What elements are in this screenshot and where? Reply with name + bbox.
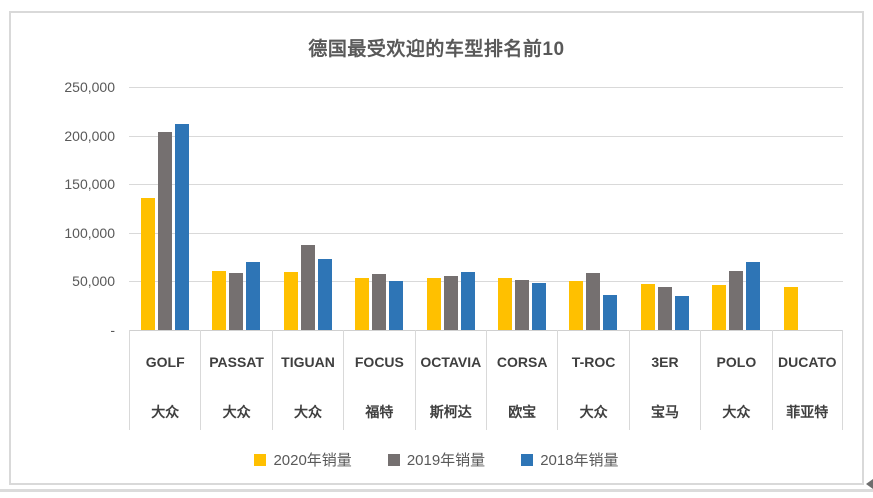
bar xyxy=(317,258,332,330)
bar xyxy=(640,283,655,330)
category-cell: GOLF 大众 xyxy=(129,330,200,430)
bar xyxy=(498,278,512,330)
category-brand-label: 菲亚特 xyxy=(786,404,829,420)
legend-item: 2018年销量 xyxy=(521,449,619,470)
window-bottom-divider xyxy=(0,489,873,492)
chart-title: 德国最受欢迎的车型排名前10 xyxy=(308,39,565,60)
bar-group xyxy=(486,87,557,330)
category-brand-label: 欧宝 xyxy=(508,404,537,420)
bar xyxy=(712,284,727,330)
bar xyxy=(460,272,475,330)
y-tick-label: 150,000 xyxy=(64,176,115,193)
bar xyxy=(300,244,315,330)
legend-label: 2020年销量 xyxy=(273,452,352,469)
category-brand-label: 宝马 xyxy=(650,404,679,420)
bar-group xyxy=(557,87,628,330)
bar-group xyxy=(700,87,771,330)
bar xyxy=(426,277,441,330)
bar xyxy=(674,295,689,330)
y-tick-label: 200,000 xyxy=(64,127,115,144)
chart-container: 德国最受欢迎的车型排名前10 - 50,000 100,000 150,000 200,… xyxy=(9,11,864,485)
bar xyxy=(212,270,227,330)
legend-swatch-icon xyxy=(521,453,534,466)
category-model-label: OCTAVIA xyxy=(420,354,482,370)
gridline xyxy=(129,135,843,137)
bar xyxy=(729,270,744,330)
bar xyxy=(515,279,529,330)
bar-group xyxy=(343,87,414,330)
category-brand-label: 斯柯达 xyxy=(429,404,472,420)
bar xyxy=(372,274,387,330)
category-cell: POLO 大众 xyxy=(700,330,771,430)
category-model-label: T-ROC xyxy=(571,354,616,370)
legend-label: 2018年销量 xyxy=(540,452,619,469)
category-cell: OCTAVIA 斯柯达 xyxy=(414,330,486,430)
bar-group xyxy=(129,87,200,330)
category-cell: TIGUAN 大众 xyxy=(271,330,343,430)
category-cell: DUCATO 菲亚特 xyxy=(771,330,843,430)
bar xyxy=(746,261,761,330)
y-tick-label: 50,000 xyxy=(72,273,115,290)
category-brand-label: 福特 xyxy=(365,404,394,420)
scroll-left-arrow-icon[interactable] xyxy=(866,479,873,489)
category-model-label: GOLF xyxy=(145,354,185,370)
category-brand-label: 大众 xyxy=(722,404,751,420)
y-tick-label: 100,000 xyxy=(64,224,115,241)
plot-area xyxy=(129,87,843,331)
category-model-label: DUCATO xyxy=(777,354,837,370)
bar xyxy=(158,131,172,330)
category-cell: CORSA 欧宝 xyxy=(486,330,557,430)
category-model-label: PASSAT xyxy=(209,354,264,370)
category-cell: PASSAT 大众 xyxy=(200,330,271,430)
legend-item: 2019年销量 xyxy=(387,449,486,470)
category-brand-label: 大众 xyxy=(293,404,322,420)
category-model-label: TIGUAN xyxy=(281,354,335,370)
gridline xyxy=(129,232,843,234)
bar-group xyxy=(629,87,700,330)
chart-legend: 2020年销量 2019年销量 2018年销量 xyxy=(11,449,862,470)
bar-group xyxy=(772,87,843,330)
category-model-label: POLO xyxy=(716,354,757,370)
bar xyxy=(389,280,404,330)
bar xyxy=(175,124,189,330)
category-brand-label: 大众 xyxy=(222,404,251,420)
category-model-label: 3ER xyxy=(651,354,679,370)
category-cell: T-ROC 大众 xyxy=(557,330,628,430)
category-cell: 3ER 宝马 xyxy=(628,330,700,430)
bar xyxy=(443,275,458,330)
category-model-label: FOCUS xyxy=(354,354,404,370)
bar xyxy=(569,280,584,330)
gridline xyxy=(129,87,843,88)
bar xyxy=(355,277,370,330)
bar xyxy=(586,272,601,330)
bar xyxy=(783,286,798,330)
bar xyxy=(283,271,298,330)
legend-item: 2020年销量 xyxy=(254,449,352,470)
bar xyxy=(532,283,546,330)
bar-group xyxy=(200,87,271,330)
category-cell: FOCUS 福特 xyxy=(343,330,414,430)
category-model-label: CORSA xyxy=(496,354,548,370)
bar xyxy=(246,261,261,330)
bar xyxy=(603,295,618,330)
legend-swatch-icon xyxy=(387,453,400,466)
gridline xyxy=(129,281,843,283)
bar xyxy=(141,197,155,330)
y-tick-label: 250,000 xyxy=(64,79,115,95)
category-brand-label: 大众 xyxy=(151,404,180,420)
category-brand-label: 大众 xyxy=(579,404,608,420)
bar xyxy=(229,272,244,330)
bar-group xyxy=(272,87,343,330)
gridline xyxy=(129,184,843,186)
y-tick-label: - xyxy=(110,322,115,338)
legend-swatch-icon xyxy=(254,453,267,466)
bar xyxy=(657,287,672,330)
legend-label: 2019年销量 xyxy=(406,452,486,469)
bar-group xyxy=(415,87,486,330)
